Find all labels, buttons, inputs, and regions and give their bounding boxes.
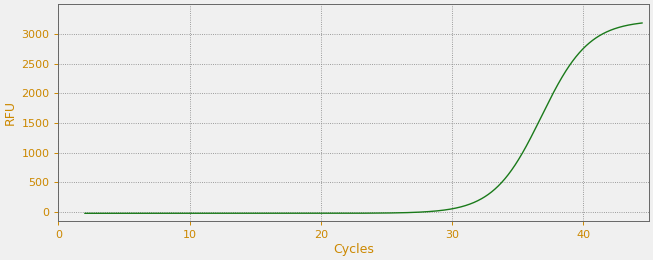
X-axis label: Cycles: Cycles bbox=[333, 243, 374, 256]
Y-axis label: RFU: RFU bbox=[4, 100, 17, 125]
